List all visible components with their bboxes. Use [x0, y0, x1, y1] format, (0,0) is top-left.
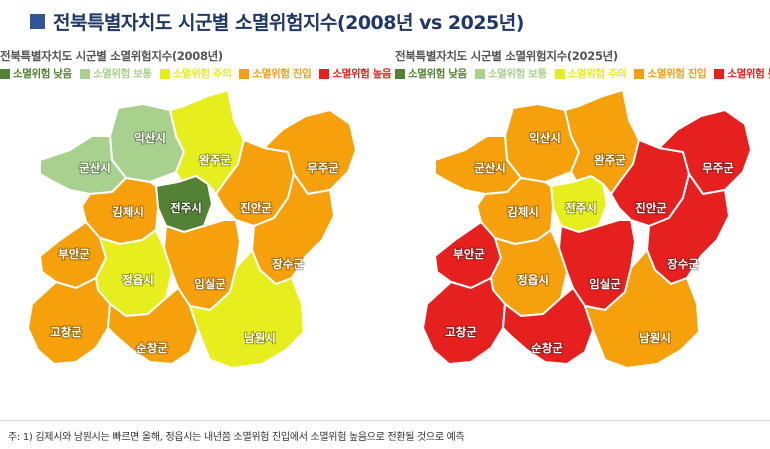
legend-item: 소멸위험 진입	[634, 66, 707, 81]
region-muju	[658, 109, 752, 195]
legend-label: 소멸위험 낮음	[13, 68, 72, 80]
legend-item: 소멸위험 주의	[159, 66, 232, 81]
legend-swatch	[634, 68, 645, 79]
map-subtitle-2025: 전북특별자치도 시군별 소멸위험지수(2025년)	[395, 49, 618, 63]
region-label-muju: 무주군	[702, 161, 734, 175]
legend-swatch	[239, 68, 250, 79]
region-label-gunsan: 군산시	[474, 161, 506, 175]
legend-swatch	[474, 68, 485, 79]
legend-item: 소멸위험 진입	[239, 66, 312, 81]
region-label-jeonju: 전주시	[170, 201, 202, 215]
legend-label: 소멸위험 높음	[727, 68, 770, 80]
legend-swatch	[159, 68, 170, 79]
region-label-gunsan: 군산시	[79, 161, 111, 175]
region-label-imsil: 임실군	[589, 277, 621, 291]
region-wanju	[564, 89, 640, 195]
region-jeonju	[550, 175, 608, 233]
legend-swatch	[0, 68, 10, 79]
legend-label: 소멸위험 진입	[252, 68, 312, 80]
legend-item: 소멸위험 높음	[714, 66, 770, 81]
legend-swatch	[395, 68, 405, 79]
region-jeonju	[155, 175, 213, 233]
region-label-sunchang: 순창군	[136, 341, 168, 355]
region-label-jinan: 진안군	[240, 201, 272, 215]
region-label-namwon: 남원시	[244, 331, 276, 345]
region-label-jinan: 진안군	[635, 201, 667, 215]
region-namwon	[584, 249, 700, 369]
region-label-buan: 부안군	[58, 247, 90, 261]
map-subtitle-2008: 전북특별자치도 시군별 소멸위험지수(2008년)	[0, 49, 223, 63]
region-label-buan: 부안군	[453, 247, 485, 261]
region-label-sunchang: 순창군	[531, 341, 563, 355]
legend-label: 소멸위험 낮음	[408, 68, 467, 80]
region-gochang	[422, 277, 506, 365]
legend-label: 소멸위험 보통	[92, 68, 152, 80]
legend-item: 소멸위험 낮음	[395, 66, 467, 81]
legend-label: 소멸위험 진입	[647, 68, 707, 80]
region-label-gimje: 김제시	[507, 205, 539, 219]
legend-swatch	[554, 68, 565, 79]
region-sunchang	[502, 287, 594, 365]
region-label-jeongeup: 정읍시	[122, 273, 154, 287]
legend-swatch	[79, 68, 90, 79]
region-label-jangsu: 장수군	[667, 257, 699, 271]
region-muju	[263, 109, 357, 195]
region-label-gochang: 고창군	[445, 325, 477, 339]
legend-2008: 소멸위험 낮음 소멸위험 보통 소멸위험 주의 소멸위험 진입 소멸위험 높음	[0, 66, 399, 81]
legend-item: 소멸위험 주의	[554, 66, 627, 81]
region-label-wanju: 완주군	[594, 153, 626, 167]
legend-item: 소멸위험 보통	[474, 66, 547, 81]
region-label-namwon: 남원시	[639, 331, 671, 345]
footnote-divider	[0, 420, 770, 421]
region-label-gimje: 김제시	[112, 205, 144, 219]
page-title: 전북특별자치도 시군별 소멸위험지수(2008년 vs 2025년)	[53, 11, 524, 34]
legend-swatch	[714, 68, 725, 79]
legend-item: 소멸위험 높음	[319, 66, 392, 81]
legend-label: 소멸위험 주의	[172, 68, 232, 80]
legend-item: 소멸위험 낮음	[0, 66, 72, 81]
title-row: 전북특별자치도 시군별 소멸위험지수(2008년 vs 2025년)	[30, 6, 524, 36]
region-wanju	[169, 89, 245, 195]
region-label-imsil: 임실군	[194, 277, 226, 291]
region-sunchang	[107, 287, 199, 365]
title-bullet-square	[30, 13, 45, 29]
legend-label: 소멸위험 주의	[567, 68, 627, 80]
legend-label: 소멸위험 보통	[487, 68, 547, 80]
legend-label: 소멸위험 높음	[332, 68, 392, 80]
region-label-jeongeup: 정읍시	[517, 273, 549, 287]
footnote: 주: 1) 김제시와 남원시는 빠르면 올해, 정읍시는 내년쯤 소멸위험 진입…	[8, 432, 465, 443]
region-namwon	[189, 249, 305, 369]
region-label-gochang: 고창군	[50, 325, 82, 339]
region-label-wanju: 완주군	[199, 153, 231, 167]
region-gochang	[27, 277, 111, 365]
legend-2025: 소멸위험 낮음 소멸위험 보통 소멸위험 주의 소멸위험 진입 소멸위험 높음	[395, 66, 770, 81]
region-label-muju: 무주군	[307, 161, 339, 175]
region-label-jeonju: 전주시	[565, 201, 597, 215]
region-label-iksan: 익산시	[134, 131, 166, 145]
region-label-iksan: 익산시	[529, 131, 561, 145]
legend-swatch	[319, 68, 330, 79]
region-label-jangsu: 장수군	[272, 257, 304, 271]
legend-item: 소멸위험 보통	[79, 66, 152, 81]
